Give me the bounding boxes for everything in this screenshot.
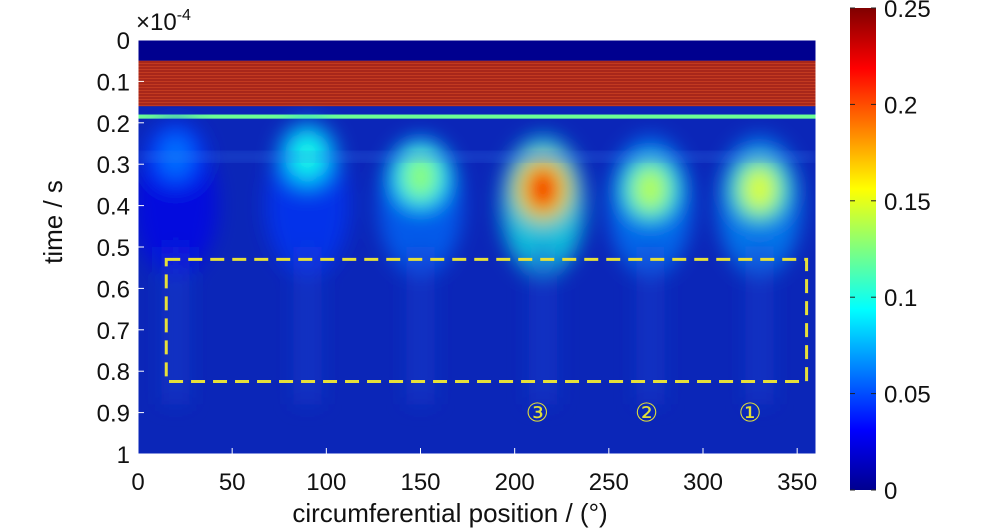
glow-ridge [138, 151, 816, 162]
plot-area [138, 40, 816, 454]
bands-layer [138, 40, 816, 119]
plot-background [138, 40, 816, 454]
highlight-box [164, 257, 809, 384]
y-tick-label: 0 [117, 28, 130, 55]
y-tick-label: 0.9 [97, 401, 130, 428]
x-tick-label: 0 [131, 469, 144, 496]
y-tick-label: 0.3 [97, 152, 130, 179]
blobs-layer [138, 121, 802, 405]
colorbar [850, 8, 876, 490]
y-tick-label: 0.4 [97, 194, 130, 221]
colorbar-tick-label: 0 [884, 478, 897, 505]
blob-5 [717, 135, 802, 405]
annotation-1: ② [635, 399, 658, 429]
x-tick-label: 100 [306, 469, 346, 496]
annotation-0: ③ [526, 399, 549, 429]
band-1 [138, 60, 816, 107]
x-tick-label: 300 [683, 469, 723, 496]
x-axis-label: circumferential position / (°) [292, 498, 607, 528]
blob-4 [608, 135, 693, 405]
annotations-layer: ③ ② ① [526, 399, 762, 429]
y-axis-ticks: 0 0.1 0.2 0.3 0.4 0.5 0.6 0.7 0.8 0.9 1 [97, 28, 144, 469]
x-tick-label: 250 [589, 469, 629, 496]
blob-3 [500, 135, 585, 405]
colorbar-tick-label: 0.1 [884, 285, 917, 312]
band-2 [138, 114, 816, 119]
annotation-2: ① [738, 399, 761, 429]
y-tick-label: 0.8 [97, 359, 130, 386]
y-exponent: ×10-4 [136, 7, 191, 36]
y-tick-label: 0.6 [97, 276, 130, 303]
y-tick-label: 0.2 [97, 111, 130, 138]
y-tick-label: 1 [117, 442, 130, 469]
x-axis-ticks: 0 50 100 150 200 250 300 350 [131, 448, 817, 496]
blob-1 [265, 121, 350, 405]
y-tick-label: 0.1 [97, 69, 130, 96]
colorbar-tick-label: 0.2 [884, 92, 917, 119]
x-tick-label: 50 [219, 469, 246, 496]
x-tick-label: 350 [777, 469, 817, 496]
colorbar-tick-label: 0.15 [884, 189, 931, 216]
x-tick-label: 150 [400, 469, 440, 496]
colorbar-ticks: 0 0.05 0.1 0.15 0.2 0.25 [850, 0, 931, 505]
colorbar-tick-label: 0.05 [884, 382, 931, 409]
y-axis-label: time / s [38, 180, 68, 264]
band-0 [138, 40, 816, 61]
y-tick-label: 0.7 [97, 318, 130, 345]
x-tick-label: 200 [495, 469, 535, 496]
colorbar-tick-label: 0.25 [884, 0, 931, 23]
y-tick-label: 0.5 [97, 235, 130, 262]
